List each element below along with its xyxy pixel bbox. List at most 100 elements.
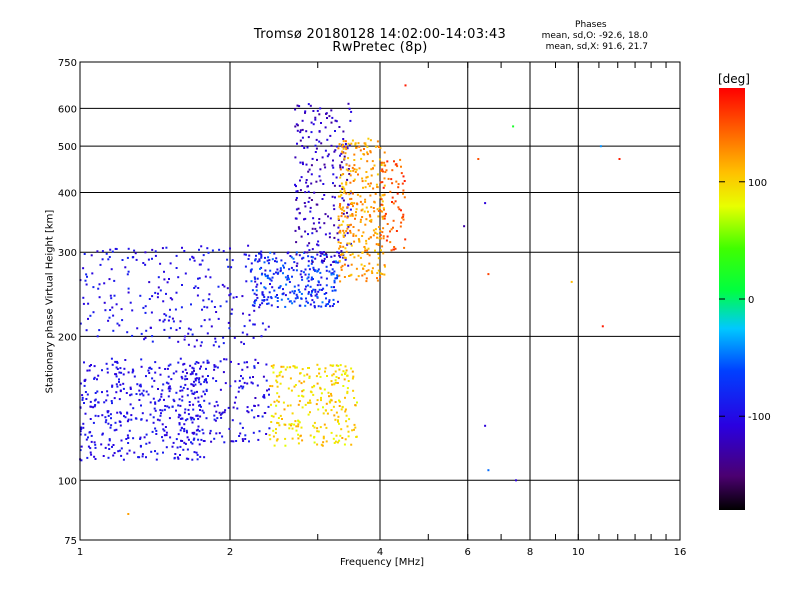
data-point <box>215 432 218 435</box>
data-point <box>104 446 107 449</box>
data-point <box>83 402 85 404</box>
data-point <box>332 373 335 376</box>
data-point <box>241 426 244 429</box>
data-point <box>271 385 274 388</box>
data-point <box>303 202 306 204</box>
data-point <box>228 427 231 430</box>
data-point <box>342 212 345 215</box>
data-point <box>368 254 371 257</box>
data-point <box>278 395 281 398</box>
data-point <box>342 220 345 223</box>
data-point <box>362 231 365 234</box>
data-point <box>265 363 268 366</box>
data-point <box>394 200 397 203</box>
data-point <box>316 253 319 256</box>
data-point <box>253 276 256 279</box>
data-point <box>295 123 298 126</box>
data-point <box>382 207 385 210</box>
data-point <box>204 393 206 396</box>
data-point <box>338 399 340 402</box>
data-point <box>241 387 244 390</box>
data-point <box>218 432 221 435</box>
data-point <box>296 142 298 145</box>
data-point <box>206 332 209 335</box>
data-point <box>307 233 309 236</box>
data-point <box>190 418 193 421</box>
data-point <box>278 371 281 374</box>
data-point <box>186 378 189 380</box>
data-point <box>177 340 180 343</box>
data-point <box>400 172 403 175</box>
data-point <box>358 240 361 243</box>
data-point <box>298 212 301 215</box>
data-point <box>297 437 300 440</box>
data-point <box>321 288 323 291</box>
data-point <box>210 325 213 328</box>
data-point <box>317 268 320 271</box>
data-point <box>91 272 94 275</box>
data-point <box>127 270 130 273</box>
data-point <box>179 429 182 432</box>
data-point <box>112 454 115 457</box>
data-point <box>392 202 395 205</box>
data-point <box>332 166 335 169</box>
data-point <box>250 381 253 384</box>
data-point <box>361 274 364 277</box>
data-point <box>187 438 190 441</box>
data-point <box>396 192 399 195</box>
data-point <box>256 277 259 280</box>
data-point <box>335 376 338 378</box>
data-point <box>369 151 372 154</box>
data-point <box>345 192 348 195</box>
data-point <box>213 364 216 367</box>
data-point <box>282 264 285 267</box>
data-point <box>366 253 369 255</box>
data-point <box>291 275 293 278</box>
data-point <box>333 279 336 282</box>
data-point <box>199 383 202 386</box>
data-point <box>276 438 279 441</box>
data-point <box>353 202 356 205</box>
data-point <box>294 156 297 159</box>
data-point <box>197 425 200 428</box>
data-point <box>161 389 164 392</box>
data-point <box>250 280 253 283</box>
data-point <box>358 145 361 148</box>
data-point <box>323 194 326 196</box>
data-point <box>315 180 318 183</box>
data-point <box>378 226 381 228</box>
data-point <box>403 180 406 182</box>
data-point <box>366 145 369 148</box>
data-point <box>310 121 313 124</box>
data-point <box>118 378 120 381</box>
data-point <box>339 246 342 248</box>
data-point <box>377 269 380 272</box>
data-point <box>154 254 157 257</box>
data-point <box>169 327 172 330</box>
data-point <box>352 180 355 182</box>
data-point <box>346 232 349 235</box>
data-point <box>255 285 258 288</box>
data-point <box>116 385 119 388</box>
data-point <box>276 375 279 378</box>
data-point <box>121 259 124 261</box>
data-point <box>144 305 147 308</box>
data-point <box>270 365 273 368</box>
data-point <box>342 199 345 202</box>
data-point <box>249 376 251 379</box>
data-point <box>215 400 218 403</box>
data-point <box>392 226 394 229</box>
data-point <box>355 146 358 149</box>
data-point <box>303 380 306 383</box>
data-point <box>351 213 354 215</box>
data-point <box>194 397 197 400</box>
data-point <box>205 381 208 384</box>
data-point <box>235 296 238 298</box>
data-point <box>168 390 171 393</box>
data-point <box>377 215 380 218</box>
data-point <box>342 130 345 133</box>
data-point <box>347 168 350 170</box>
data-point <box>288 268 291 271</box>
data-point <box>484 424 487 427</box>
data-point <box>336 261 339 264</box>
